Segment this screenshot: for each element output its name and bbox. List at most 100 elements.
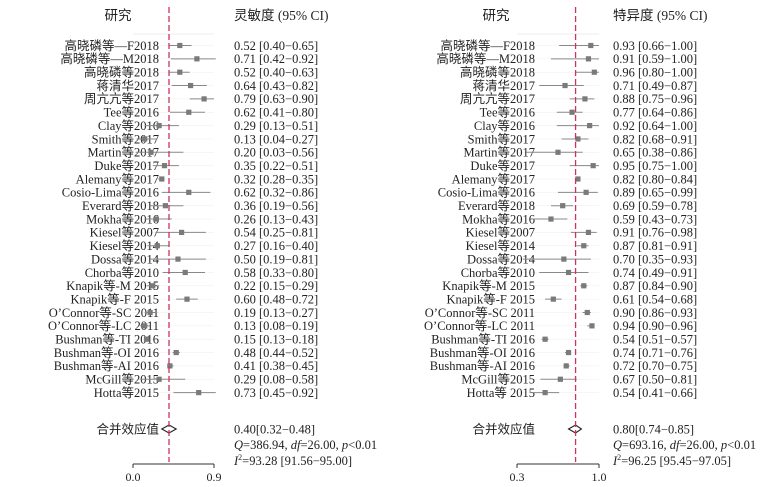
study-value: 0.50 [0.19−0.81] [234,252,318,266]
forest-panel-sensitivity: 研究 灵敏度 (95% CI) 高晓磷等—F2018 0.52 [0.40−0.65]… [48,7,377,484]
study-label: Smith等2017 [468,131,535,146]
study-value: 0.91 [0.76−0.98] [613,226,697,240]
study-row: Mokha等2016 0.26 [0.13−0.43] [86,211,318,226]
point-estimate-marker [581,243,587,249]
study-label: Everard等2018 [458,198,535,213]
study-value: 0.60 [0.48−0.72] [234,292,318,306]
point-estimate-marker [587,123,593,129]
study-row: Clay等2016 0.29 [0.13−0.51] [98,118,318,133]
point-estimate-marker [148,149,154,155]
study-label: Tee等2016 [104,105,159,120]
study-row: Dossa等2014 0.50 [0.19−0.81] [91,251,318,266]
study-row: 高晓磷等—F2018 0.93 [0.66−1.00] [441,38,698,53]
study-row: Dossa等2014 0.70 [0.35−0.93] [467,251,697,266]
study-value: 0.74 [0.49−0.91] [613,266,697,280]
study-value: 0.94 [0.90−0.96] [613,319,697,333]
study-value: 0.52 [0.40−0.65] [234,39,318,53]
i2-prefix: I [233,454,239,468]
study-value: 0.96 [0.80−1.00] [613,66,697,80]
study-label: Clay等2016 [474,118,535,133]
study-label: Kiesel等2007 [466,225,535,240]
point-estimate-marker [159,176,165,182]
study-row: O’Connor等-LC 2011 0.13 [0.08−0.19] [48,318,318,333]
q-statistic-part: Q [234,438,243,452]
study-value: 0.20 [0.03−0.56] [234,146,318,160]
point-estimate-marker [186,189,192,195]
point-estimate-marker [584,309,590,316]
study-label: Bushman等-OI 2016 [430,345,535,360]
q-statistic: Q=693.16, df=26.00, p<0.01 [613,438,756,452]
study-label: Chorba等2010 [461,265,535,280]
study-value: 0.79 [0.63−0.90] [234,92,318,106]
pooled-label: 合并效应值 [472,422,535,437]
point-estimate-marker [173,349,179,356]
study-label: Everard等2018 [82,198,159,213]
point-estimate-marker [565,349,572,356]
study-value: 0.90 [0.86−0.93] [613,306,697,320]
study-label: 高晓磷等—F2018 [65,38,159,53]
study-label: 高晓磷等—M2018 [60,51,159,66]
study-label: Hotta等2015 [94,385,159,400]
study-label: Bushman等-AI 2016 [54,358,159,373]
study-value: 0.88 [0.75−0.96] [613,92,697,106]
pooled-row: 合并效应值 0.80[0.74−0.85]Q=693.16, df=26.00, … [472,422,756,469]
study-row: Tee等2016 0.77 [0.64−0.86] [480,105,697,120]
study-row: Clay等2016 0.92 [0.64−1.00] [474,118,697,133]
q-statistic: Q=386.94, df=26.00, p<0.01 [234,438,377,452]
study-value: 0.95 [0.75−1.00] [613,159,697,173]
study-row: McGill等2015 0.29 [0.08−0.58] [85,372,318,387]
study-row: Smith等2017 0.82 [0.68−0.91] [468,131,698,146]
study-label: Knapik等-M 2015 [66,278,159,293]
q-statistic-part: =693.16, [622,438,670,452]
study-value: 0.48 [0.44−0.52] [234,346,318,360]
pooled-diamond [567,424,583,434]
pooled-value: 0.40[0.32−0.48] [234,423,315,437]
study-label: Knapik等-M 2015 [442,278,535,293]
study-row: 周亢亢等2017 0.88 [0.75−0.96] [460,91,697,106]
header-value: 灵敏度 (95% CI) [234,8,329,23]
study-label: Martin等2017 [87,145,159,160]
point-estimate-marker [142,136,148,142]
study-row: 蒋清华2017 0.64 [0.43−0.82] [96,78,318,93]
study-row: Bushman等-OI 2016 0.74 [0.71−0.76] [430,345,697,360]
study-row: O’Connor等-SC 2011 0.90 [0.86−0.93] [425,305,697,320]
forest-panel-specificity: 研究 特异度 (95% CI) 高晓磷等—F2018 0.93 [0.66−1.00]… [424,7,756,484]
study-value: 0.73 [0.45−0.92] [234,386,318,400]
study-row: O’Connor等-LC 2011 0.94 [0.90−0.96] [424,318,697,333]
point-estimate-marker [542,336,548,342]
study-row: Bushman等-TI 2016 0.54 [0.51−0.57] [431,332,697,347]
x-tick-label: 0.0 [126,470,141,484]
q-statistic-part: p [341,438,348,452]
study-value: 0.27 [0.16−0.40] [234,239,318,253]
study-label: Knapik等-F 2015 [70,291,159,306]
study-label: 高晓磷等—M2018 [436,51,535,66]
point-estimate-marker [585,56,592,62]
study-label: Clay等2016 [98,118,159,133]
q-statistic-part: <0.01 [727,438,756,452]
point-estimate-marker [565,269,572,276]
study-value: 0.82 [0.80−0.84] [613,172,697,186]
study-row: Bushman等-AI 2016 0.72 [0.70−0.75] [430,358,697,373]
point-estimate-marker [589,323,595,329]
study-value: 0.54 [0.25−0.81] [234,226,318,240]
study-label: Bushman等-OI 2016 [54,345,159,360]
study-row: 周亢亢等2017 0.79 [0.63−0.90] [84,91,318,106]
point-estimate-marker [560,203,566,209]
i2-prefix: I [612,454,618,468]
study-label: O’Connor等-SC 2011 [49,305,159,320]
study-label: Knapik等-F 2015 [446,291,535,306]
point-estimate-marker [563,363,569,369]
study-row: Bushman等-OI 2016 0.48 [0.44−0.52] [54,345,318,360]
pooled-row: 合并效应值 0.40[0.32−0.48]Q=386.94, df=26.00, … [96,422,377,469]
study-label: Duke等2017 [470,158,535,173]
study-row: Bushman等-TI 2016 0.15 [0.13−0.18] [55,332,318,347]
point-estimate-marker [582,96,588,102]
i2-statistic: I2=93.28 [91.56−95.00] [233,453,352,468]
study-value: 0.71 [0.42−0.92] [234,52,318,66]
study-row: Chorba等2010 0.58 [0.33−0.80] [85,265,318,280]
q-statistic-part: <0.01 [348,438,377,452]
study-label: 高晓磷等2018 [460,65,535,80]
point-estimate-marker [150,283,156,289]
study-row: Hotta等 2015 0.54 [0.41−0.66] [467,385,698,400]
header-value: 特异度 (95% CI) [613,8,708,23]
